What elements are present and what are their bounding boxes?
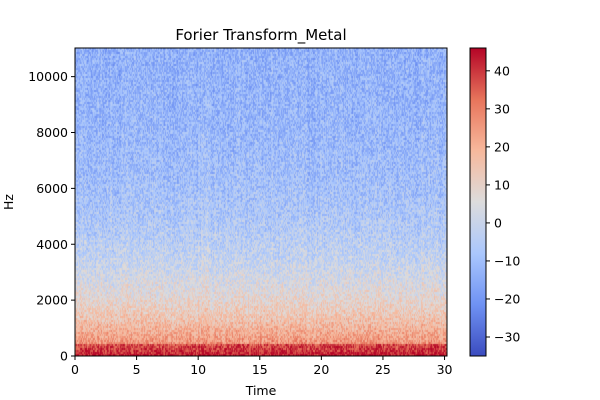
x-tick-label: 20 bbox=[313, 362, 329, 377]
x-tick-label: 5 bbox=[133, 362, 141, 377]
plot-frame bbox=[74, 47, 448, 357]
x-axis-label: Time bbox=[245, 383, 277, 398]
x-tick-label: 15 bbox=[252, 362, 268, 377]
y-axis: 0 2000 4000 6000 8000 10000 bbox=[28, 69, 75, 364]
colorbar-tick-label: 30 bbox=[494, 101, 510, 116]
colorbar-tick-label: −10 bbox=[494, 253, 520, 268]
x-tick-label: 30 bbox=[437, 362, 453, 377]
x-tick-label: 25 bbox=[375, 362, 391, 377]
colorbar bbox=[469, 47, 487, 357]
y-tick-label: 2000 bbox=[36, 293, 68, 308]
x-tick-label: 0 bbox=[71, 362, 79, 377]
y-tick-label: 6000 bbox=[36, 181, 68, 196]
x-tick-label: 10 bbox=[190, 362, 206, 377]
y-tick-label: 8000 bbox=[36, 125, 68, 140]
y-tick-label: 4000 bbox=[36, 237, 68, 252]
colorbar-tick-label: 20 bbox=[494, 139, 510, 154]
colorbar-tick-label: −20 bbox=[494, 291, 520, 306]
spectrogram-plot-area bbox=[75, 48, 447, 356]
colorbar-tick-label: 10 bbox=[494, 177, 510, 192]
colorbar-tick-label: 0 bbox=[494, 215, 502, 230]
colorbar-axis: −30 −20 −10 0 10 20 30 40 bbox=[486, 63, 520, 344]
y-axis-label: Hz bbox=[1, 194, 16, 210]
colorbar-tick-label: 40 bbox=[494, 63, 510, 78]
y-tick-label: 10000 bbox=[28, 69, 68, 84]
x-axis: 0 5 10 15 20 25 30 bbox=[71, 356, 453, 377]
spectrogram-image bbox=[75, 48, 447, 356]
y-tick-label: 0 bbox=[60, 349, 68, 364]
colorbar-tick-label: −30 bbox=[494, 329, 520, 344]
chart-title: Forier Transform_Metal bbox=[175, 26, 346, 45]
